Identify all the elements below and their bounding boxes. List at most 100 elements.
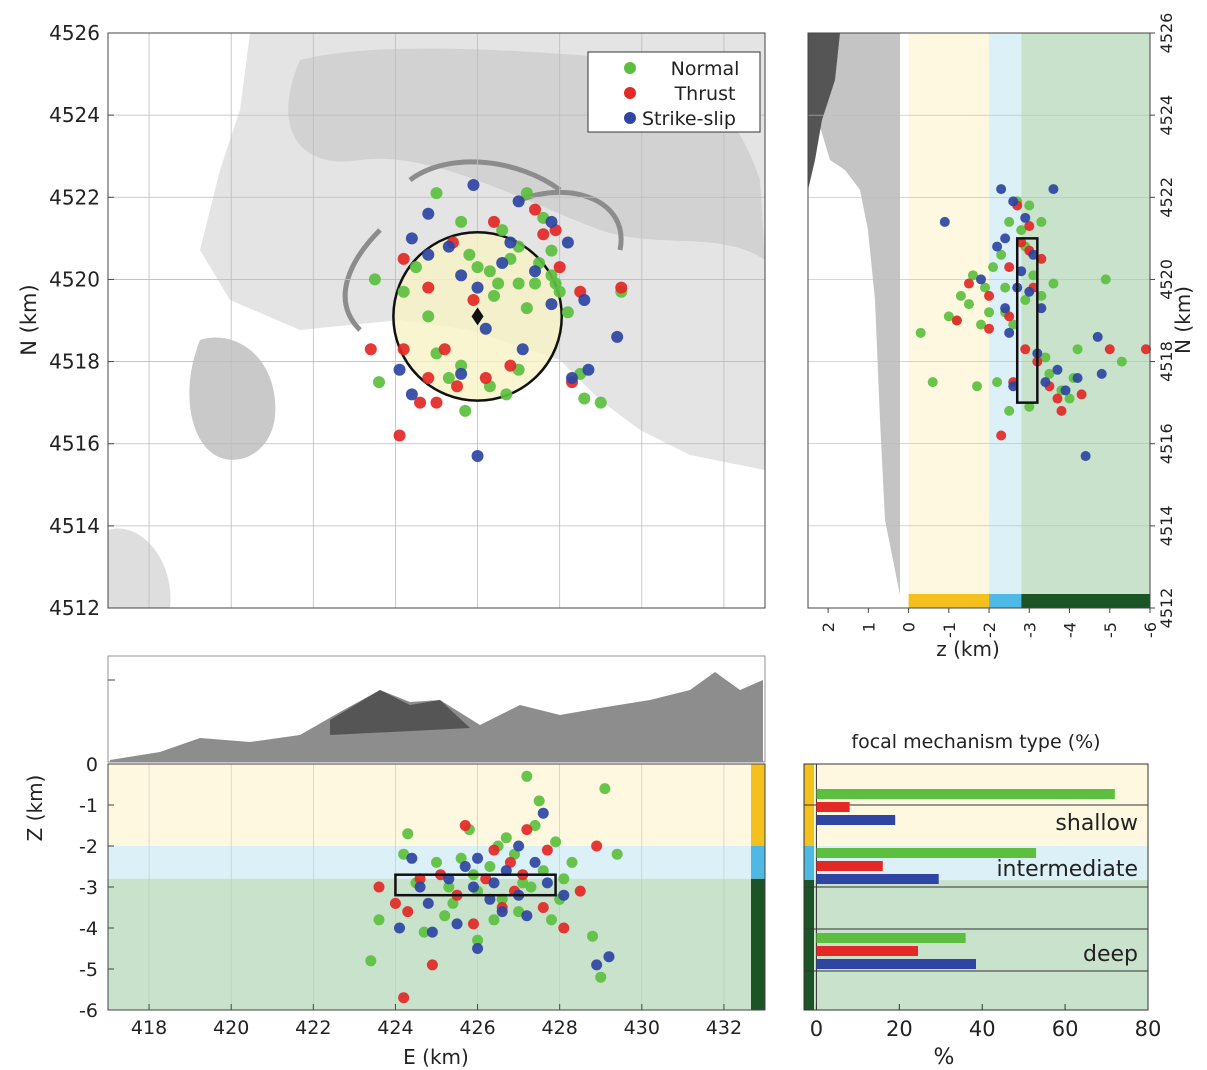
map-event-normal	[496, 224, 509, 237]
dn-ytick-label: 4518	[1157, 341, 1176, 382]
map-event-normal	[368, 273, 381, 286]
dn-event-thrust	[1076, 389, 1087, 400]
ed-event-normal	[488, 914, 500, 926]
dn-event-thrust	[1056, 405, 1067, 416]
ed-event-strike-slip	[472, 852, 484, 864]
dn-event-strike-slip	[1036, 303, 1047, 314]
ed-event-strike-slip	[603, 951, 615, 963]
dn-event-thrust	[1004, 262, 1015, 273]
dn-event-thrust	[1004, 311, 1015, 322]
dn-event-normal	[1000, 282, 1011, 293]
ed-xtick-label: 420	[213, 1017, 249, 1039]
fm-bar-deep-strike-slip	[816, 959, 976, 969]
dn-event-thrust	[984, 323, 995, 334]
map-event-strike-slip	[578, 293, 591, 306]
fm-bar-intermediate-strike-slip	[816, 874, 939, 884]
ed-event-normal	[521, 770, 533, 782]
ed-event-normal	[599, 783, 611, 795]
ed-xtick-label: 430	[624, 1017, 660, 1039]
dn-zone-bar-shallow	[908, 594, 990, 608]
fm-xtick-label: 20	[886, 1017, 913, 1041]
ed-event-strike-slip	[541, 877, 553, 889]
dn-xlabel: z (km)	[936, 637, 1000, 661]
ed-zone-bar-shallow	[751, 764, 765, 846]
map-event-normal	[442, 372, 455, 384]
map-event-normal	[430, 187, 443, 200]
dn-xtick-label: 1	[859, 622, 878, 632]
dn-xtick-label: 2	[819, 622, 838, 632]
dn-event-thrust	[1024, 221, 1035, 232]
ed-xtick-label: 422	[295, 1017, 331, 1039]
map-event-thrust	[615, 281, 628, 294]
ed-event-strike-slip	[443, 873, 455, 885]
ed-event-strike-slip	[529, 856, 541, 868]
dn-event-strike-slip	[1040, 377, 1051, 388]
ed-ytick-label: -5	[79, 959, 98, 981]
map-event-strike-slip	[405, 232, 418, 245]
ed-event-strike-slip	[513, 840, 525, 852]
map-event-normal	[549, 277, 562, 290]
map-event-thrust	[438, 343, 451, 356]
map-panel: 4512 4514 4516 4518 4520 4522 4524 4526 N (km) No…	[17, 21, 766, 620]
map-event-normal	[578, 392, 591, 405]
dn-event-strike-slip	[996, 184, 1007, 195]
dn-xtick-label: -4	[1061, 622, 1080, 638]
ed-event-normal	[484, 861, 496, 872]
ed-event-normal	[595, 971, 607, 983]
map-event-normal	[512, 277, 525, 290]
ed-event-normal	[550, 836, 562, 848]
ed-event-strike-slip	[591, 959, 603, 971]
dn-event-normal	[988, 262, 999, 273]
map-ytick-label: 4524	[49, 103, 100, 127]
ed-event-thrust	[398, 992, 410, 1004]
fm-zone-bar-deep	[804, 880, 814, 1010]
dn-event-normal	[1116, 356, 1127, 367]
map-event-strike-slip	[561, 236, 574, 249]
ed-event-thrust	[504, 856, 516, 868]
dn-xtick-label: -3	[1020, 622, 1039, 638]
dn-event-normal	[1004, 405, 1015, 416]
ed-event-normal	[447, 897, 459, 909]
ed-event-thrust	[459, 820, 471, 831]
dn-event-strike-slip	[1008, 196, 1019, 207]
fm-bar-intermediate-thrust	[816, 861, 883, 871]
map-event-thrust	[422, 372, 435, 384]
ed-event-thrust	[521, 824, 533, 836]
fm-bar-shallow-strike-slip	[816, 815, 896, 825]
dn-event-strike-slip	[1072, 373, 1083, 383]
map-event-thrust	[529, 203, 542, 216]
dn-xtick-label: -5	[1101, 622, 1120, 638]
map-event-normal	[561, 306, 574, 319]
ed-event-thrust	[426, 959, 438, 971]
dn-event-strike-slip	[1020, 212, 1031, 223]
map-event-strike-slip	[512, 195, 525, 208]
dn-event-normal	[1024, 200, 1035, 211]
map-event-strike-slip	[545, 298, 558, 311]
dn-event-normal	[1024, 401, 1035, 412]
map-ytick-label: 4518	[49, 350, 100, 374]
map-event-thrust	[537, 228, 550, 241]
ed-xtick-label: 428	[542, 1017, 578, 1039]
dn-event-normal	[1016, 225, 1027, 236]
ed-xtick-label: 424	[377, 1017, 413, 1039]
map-event-normal	[455, 215, 468, 228]
ed-event-normal	[525, 881, 537, 893]
ed-event-normal	[431, 856, 442, 868]
dn-xtick-label: -2	[980, 622, 999, 638]
map-event-strike-slip	[455, 269, 468, 282]
map-event-normal	[397, 285, 410, 298]
ed-event-normal	[513, 906, 525, 918]
dn-event-strike-slip	[1000, 303, 1011, 314]
legend-box	[587, 51, 761, 133]
map-event-strike-slip	[422, 207, 435, 220]
map-event-strike-slip	[442, 240, 455, 253]
map-ytick-label: 4522	[49, 185, 100, 209]
dn-event-normal	[967, 270, 978, 281]
ed-event-thrust	[558, 922, 570, 934]
map-event-thrust	[504, 359, 517, 372]
dn-zone-bar-intermediate	[989, 594, 1022, 608]
ed-zone-bar-deep	[751, 878, 765, 1010]
map-ytick-label: 4520	[49, 267, 100, 291]
map-event-strike-slip	[405, 388, 418, 401]
ed-topo-peak	[330, 690, 470, 735]
